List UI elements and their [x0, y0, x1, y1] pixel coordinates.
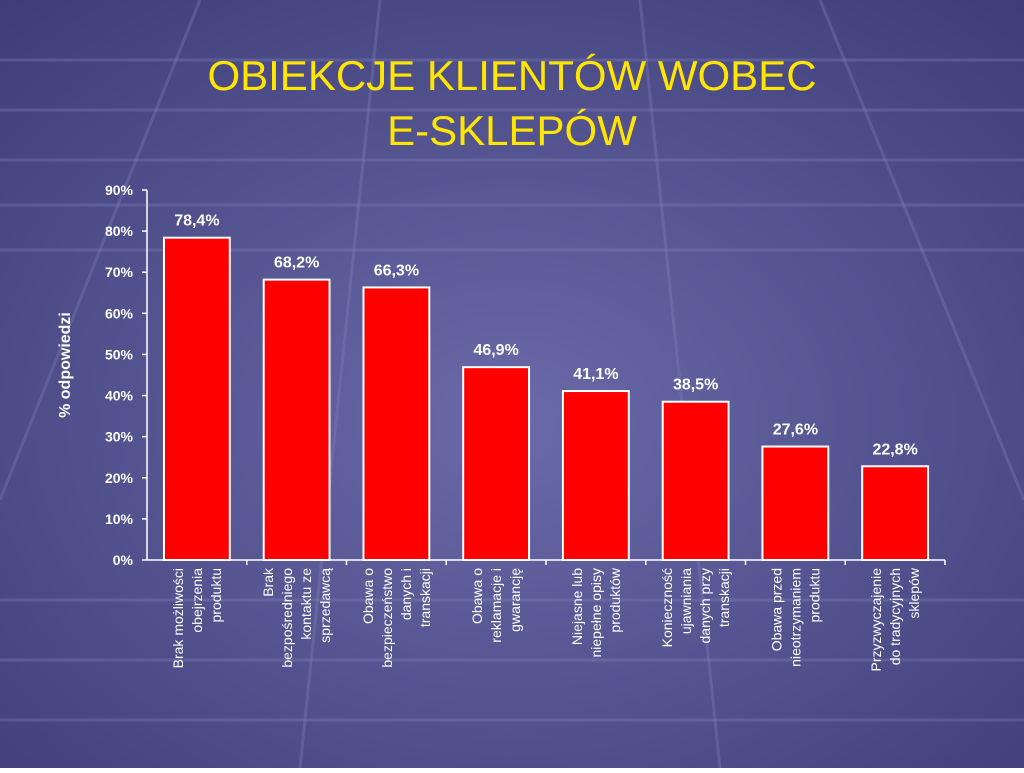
chart-title: OBIEKCJE KLIENTÓW WOBEC	[207, 52, 816, 99]
x-tick-label: Konieczność	[659, 568, 675, 647]
x-tick-label: gwarancję	[507, 568, 523, 632]
value-label: 38,5%	[673, 377, 718, 394]
bar	[661, 400, 730, 561]
bar	[262, 278, 331, 561]
y-tick-label: 40%	[105, 388, 134, 404]
bar	[861, 465, 930, 561]
x-tick-label: Obawa o	[360, 568, 376, 624]
y-tick-label: 10%	[105, 511, 134, 527]
x-tick-label: do tradycyjnych	[887, 568, 903, 665]
chart-title: E-SKLEPÓW	[387, 107, 637, 154]
y-tick-label: 0%	[113, 552, 134, 568]
x-tick-label: reklamacje i	[488, 568, 504, 643]
x-tick-label: produktów	[607, 567, 623, 632]
x-tick-label: ujawniania	[678, 568, 694, 634]
x-tick-label: Brak	[260, 567, 276, 597]
y-tick-label: 90%	[105, 182, 134, 198]
y-tick-label: 50%	[105, 346, 134, 362]
x-tick-label: sprzedawcą	[317, 568, 333, 643]
x-tick-label: kontaktu ze	[298, 568, 314, 640]
y-tick-label: 20%	[105, 470, 134, 486]
value-label: 68,2%	[274, 255, 319, 272]
value-label: 46,9%	[473, 342, 518, 359]
x-tick-label: danych przy	[697, 568, 713, 643]
x-tick-label: niepełne opisy	[588, 568, 604, 658]
value-label: 27,6%	[773, 422, 818, 439]
y-tick-label: 30%	[105, 429, 134, 445]
x-tick-label: bezpieczeństwo	[379, 568, 395, 668]
bar	[162, 236, 231, 561]
x-tick-label: bezpośredniego	[279, 568, 295, 668]
x-tick-label: transkacji	[716, 568, 732, 627]
x-tick-label: produktu	[806, 568, 822, 622]
y-tick-label: 70%	[105, 264, 134, 280]
x-tick-label: produktu	[208, 568, 224, 622]
x-tick-label: obejrzenia	[189, 568, 205, 633]
x-tick-label: Przyzwyczajenie	[868, 568, 884, 672]
x-tick-label: danych i	[398, 568, 414, 620]
y-tick-label: 80%	[105, 223, 134, 239]
x-tick-label: transkacji	[417, 568, 433, 627]
x-tick-label: Niejasne lub	[569, 568, 585, 645]
x-tick-label: sklepów	[906, 567, 922, 618]
x-tick-label: Brak możliwości	[170, 568, 186, 668]
value-label: 66,3%	[374, 262, 419, 279]
x-tick-label: Obawa przed	[768, 568, 784, 651]
x-tick-label: Obawa o	[469, 568, 485, 624]
value-label: 41,1%	[573, 366, 618, 383]
bar	[362, 286, 431, 561]
value-label: 22,8%	[872, 441, 917, 458]
bar	[561, 390, 630, 561]
y-axis-label: % odpowiedzi	[57, 312, 74, 418]
bar	[462, 366, 531, 562]
value-label: 78,4%	[174, 213, 219, 230]
y-tick-label: 60%	[105, 305, 134, 321]
bar	[761, 445, 830, 561]
x-tick-label: nieotrzymaniem	[787, 568, 803, 667]
